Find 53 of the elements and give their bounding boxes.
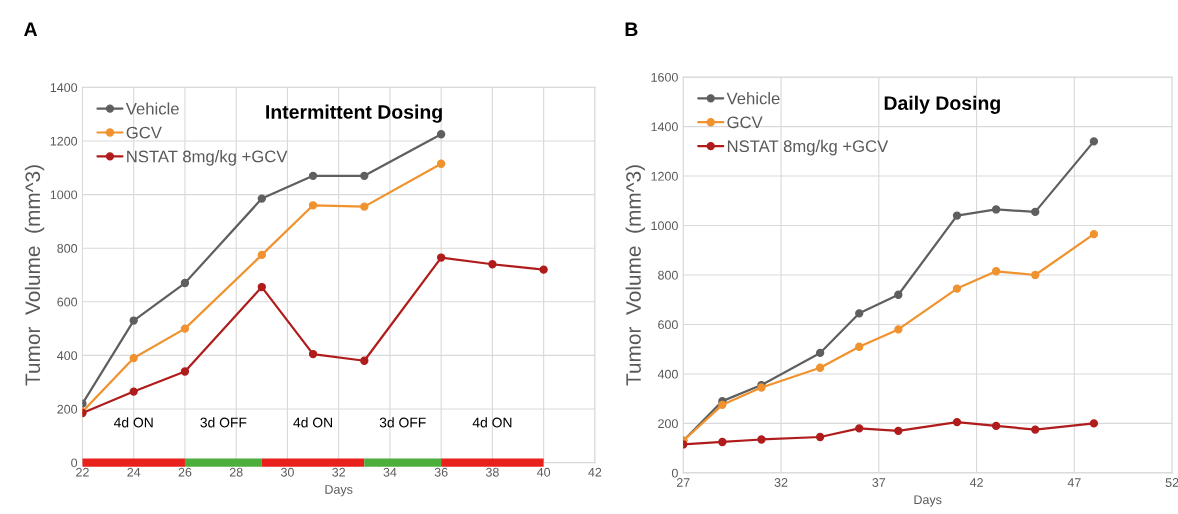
- text: A: [24, 22, 38, 36]
- x-tick-label: 42: [969, 478, 983, 487]
- x-tick-label: 36: [434, 467, 448, 477]
- x-tick-label: 40: [536, 467, 551, 477]
- annotation: 4d ON: [113, 417, 153, 428]
- legend-label: Vehicle: [726, 92, 780, 105]
- y-tick-label: 800: [57, 243, 78, 253]
- y-tick-label: 1400: [651, 122, 678, 132]
- text: Intermittent Dosing: [266, 104, 442, 123]
- x-tick-label: 24: [127, 467, 141, 477]
- y-axis-title: Tumor Volume (mm^3): [625, 165, 646, 386]
- legend-label: GCV: [727, 116, 763, 129]
- x-tick-label: 42: [588, 467, 602, 477]
- legend-label: NSTAT 8mg/kg +GCV: [727, 139, 889, 156]
- text: Daily Dosing: [884, 95, 1000, 114]
- y-tick-label: 600: [658, 320, 678, 330]
- legend-label: Vehicle: [125, 102, 179, 115]
- legend-label: GCV: [126, 126, 162, 139]
- y-tick-label: 200: [57, 404, 78, 414]
- x-tick-label: 26: [178, 467, 192, 477]
- x-tick-label: 34: [383, 467, 397, 477]
- x-tick-label: 32: [774, 478, 788, 487]
- legend-label: NSTAT 8mg/kg +GCV: [127, 150, 288, 166]
- y-tick-label: 400: [57, 351, 78, 361]
- y-axis-title: Tumor Volume (mm^3): [24, 165, 45, 386]
- x-axis-title: Days: [325, 485, 353, 497]
- y-tick-label: 1200: [50, 136, 78, 146]
- annotation: 4d ON: [293, 417, 332, 428]
- x-tick-label: 52: [1165, 478, 1178, 487]
- y-tick-label: 0: [71, 458, 78, 468]
- x-tick-label: 32: [332, 467, 345, 477]
- y-tick-label: 1000: [50, 190, 78, 200]
- x-tick-label: 27: [676, 478, 690, 487]
- x-tick-label: 37: [872, 478, 886, 487]
- x-tick-label: 30: [280, 467, 294, 477]
- y-tick-label: 600: [57, 297, 78, 307]
- y-tick-label: 400: [657, 369, 678, 379]
- y-tick-label: 800: [658, 270, 678, 280]
- y-tick-label: 200: [658, 419, 678, 429]
- y-tick-label: 1400: [50, 83, 78, 93]
- annotation: 3d OFF: [200, 417, 247, 428]
- y-tick-label: 1000: [651, 221, 678, 231]
- y-tick-label: 0: [671, 468, 678, 478]
- annotation: 4d ON: [472, 417, 512, 428]
- x-tick-label: 22: [76, 467, 89, 477]
- x-tick-label: 38: [485, 467, 499, 477]
- y-tick-label: 1600: [651, 72, 678, 82]
- y-tick-label: 1200: [651, 171, 678, 181]
- text: B: [625, 22, 638, 36]
- x-axis-title: Days: [914, 495, 942, 507]
- x-tick-label: 28: [229, 467, 243, 477]
- x-tick-label: 47: [1067, 478, 1081, 487]
- annotation: 3d OFF: [379, 417, 426, 428]
